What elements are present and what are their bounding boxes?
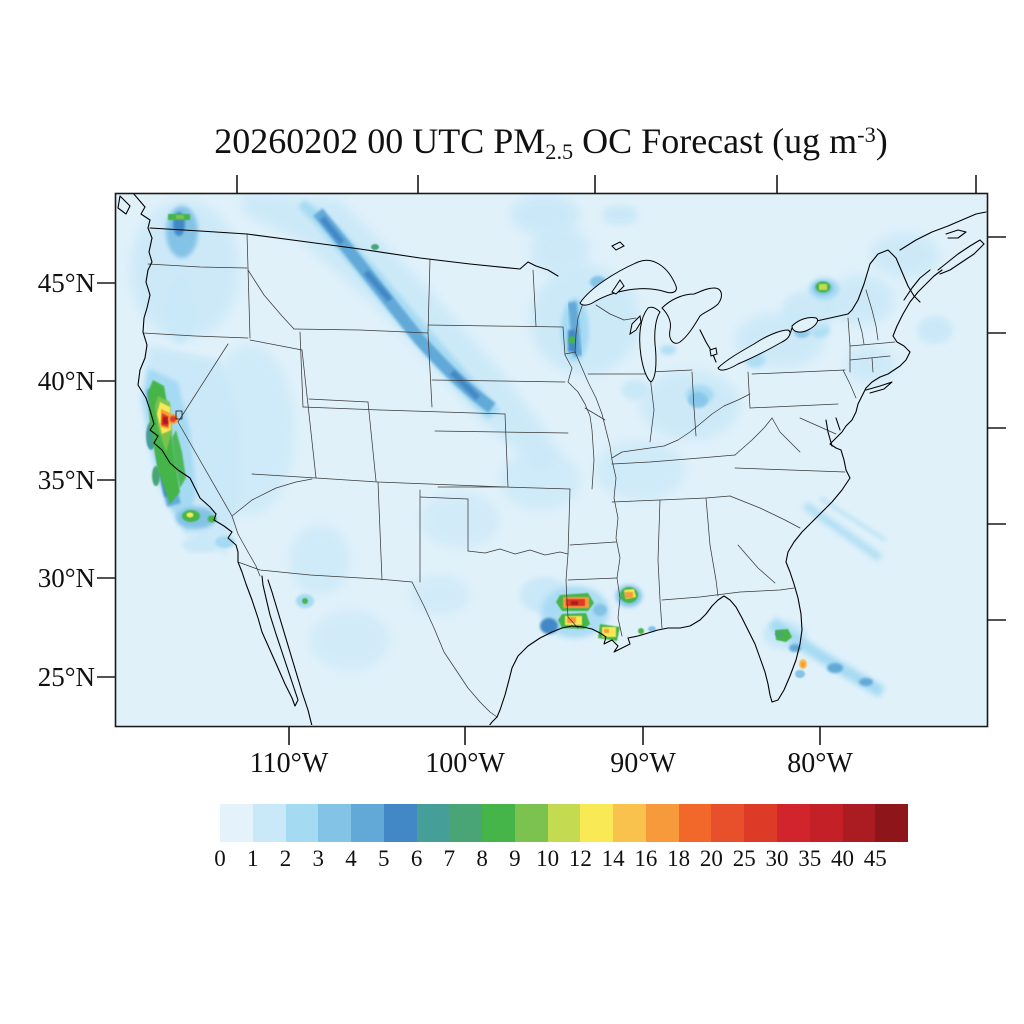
title-text-end: )	[875, 121, 888, 161]
colorbar-labels: 0 1 2 3 4 5 6 7 8 9 10 12 14 16 18 20 25 30 35 40 45	[214, 846, 909, 876]
colorbar-tick-label: 20	[699, 846, 723, 871]
left-axis-ticks	[97, 282, 115, 678]
pacific-northwest-plume	[298, 200, 500, 420]
geography	[117, 194, 987, 725]
map-frame	[114, 192, 989, 728]
colorbar-tick-label: 4	[345, 846, 357, 871]
lon-label-80w: 80°W	[787, 748, 853, 779]
latitude-labels: 45°N 40°N 35°N 30°N 25°N	[38, 268, 95, 692]
state-borders	[142, 233, 896, 718]
title-subscript: 2.5	[545, 139, 574, 165]
colorbar-tick-label: 25	[732, 846, 756, 871]
top-axis-ticks	[236, 175, 977, 193]
colorbar-tick-label: 14	[601, 846, 625, 871]
colorbar-tick-label: 1	[247, 846, 259, 871]
bottom-axis-ticks	[288, 727, 821, 745]
florida-hotspots	[763, 617, 885, 698]
lon-label-90w: 90°W	[610, 748, 676, 779]
montreal-hotspot	[782, 278, 839, 330]
colorbar-segment	[777, 804, 810, 842]
lat-label-40n: 40°N	[38, 366, 95, 396]
lat-label-35n: 35°N	[38, 465, 95, 495]
longitude-labels: 110°W 100°W 90°W 80°W	[250, 748, 854, 779]
lat-label-25n: 25°N	[38, 662, 95, 692]
new-orleans-hotspot	[598, 624, 656, 641]
colorbar-tick-label: 7	[443, 846, 456, 871]
colorbar-segment	[809, 804, 843, 842]
colorbar	[220, 804, 909, 842]
title-text: 20260202 00 UTC PM	[214, 121, 546, 161]
mississippi-hotspot	[616, 585, 642, 607]
colorbar-tick-label: 6	[410, 846, 423, 871]
colorbar-tick-label: 30	[765, 846, 789, 871]
colorbar-tick-label: 9	[509, 846, 521, 871]
colorbar-segment	[613, 804, 646, 842]
title-text-mid: OC Forecast (ug m	[573, 121, 858, 161]
colorbar-segment	[580, 804, 614, 842]
new-mexico-spot	[296, 594, 314, 608]
colorbar-segment	[711, 804, 745, 842]
colorbar-segment	[744, 804, 778, 842]
colorbar-segment	[547, 804, 581, 842]
southern-california-hotspot	[176, 507, 235, 548]
colorbar-segment	[842, 804, 876, 842]
title-superscript: -3	[857, 121, 876, 147]
colorbar-tick-label: 40	[830, 846, 854, 871]
colorbar-segment	[645, 804, 679, 842]
colorbar-segment	[875, 804, 909, 842]
great-lakes	[579, 241, 819, 383]
right-axis-ticks	[988, 236, 1006, 621]
colorbar-tick-label: 35	[798, 846, 822, 871]
concentration-field	[130, 194, 953, 698]
colorbar-tick-label: 16	[634, 846, 658, 871]
colorbar-tick-label: 12	[568, 846, 592, 871]
colorbar-tick-label: 8	[476, 846, 488, 871]
colorbar-segment	[416, 804, 450, 842]
colorbar-segment	[482, 804, 515, 842]
colorbar-tick-label: 0	[214, 846, 226, 871]
lat-label-45n: 45°N	[38, 268, 95, 298]
lon-label-100w: 100°W	[425, 748, 505, 779]
colorbar-segment	[383, 804, 417, 842]
colorbar-segment	[351, 804, 384, 842]
colorbar-tick-label: 45	[863, 846, 887, 871]
colorbar-tick-label: 18	[667, 846, 691, 871]
lat-label-30n: 30°N	[38, 563, 95, 593]
colorbar-segment	[318, 804, 352, 842]
colorbar-segment	[449, 804, 483, 842]
lon-label-110w: 110°W	[250, 748, 329, 779]
colorbar-segment	[678, 804, 712, 842]
colorbar-tick-label: 10	[536, 846, 560, 871]
colorbar-segment	[252, 804, 286, 842]
houston-hotspots	[540, 586, 609, 638]
colorbar-segment	[285, 804, 319, 842]
colorbar-tick-label: 2	[279, 846, 292, 871]
coastlines	[117, 194, 987, 725]
colorbar-segment	[220, 804, 253, 842]
colorbar-tick-label: 3	[312, 846, 325, 871]
colorbar-segment	[514, 804, 548, 842]
california-plume	[140, 345, 240, 555]
seattle-hotspot	[166, 206, 198, 258]
colorbar-tick-label: 5	[378, 846, 390, 871]
plot-title: 20260202 00 UTC PM2.5 OC Forecast (ug m-…	[115, 120, 987, 165]
